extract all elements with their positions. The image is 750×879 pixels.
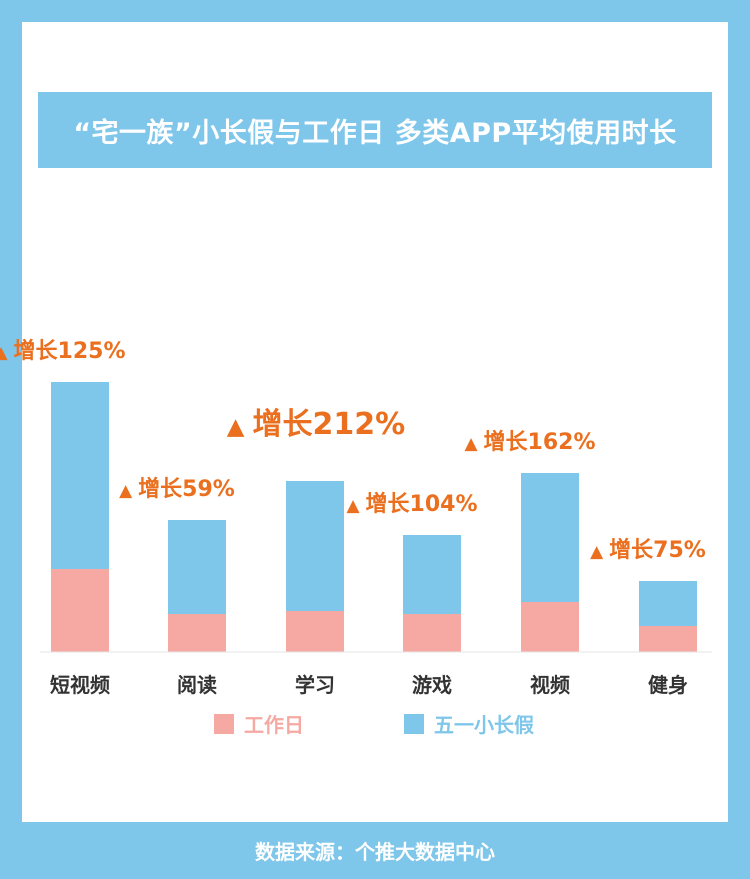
growth-annotation: ▲ 增长59% bbox=[119, 476, 235, 502]
legend-label: 工作日 bbox=[244, 713, 304, 737]
legend-item-workday: 工作日 bbox=[214, 713, 304, 737]
bar-holiday-5 bbox=[639, 581, 697, 626]
growth-annotation: ▲ 增长162% bbox=[465, 429, 596, 455]
bar-workday-0 bbox=[51, 569, 109, 652]
x-tick-label: 健身 bbox=[648, 673, 688, 697]
bar-workday-5 bbox=[639, 626, 697, 652]
bar-holiday-4 bbox=[521, 473, 579, 602]
bar-workday-4 bbox=[521, 602, 579, 652]
bar-workday-3 bbox=[403, 614, 461, 652]
bar-workday-1 bbox=[168, 614, 226, 652]
legend-label: 五一小长假 bbox=[434, 713, 535, 737]
chart-title: “宅一族”小长假与工作日 多类APP平均使用时长 bbox=[73, 117, 677, 149]
bar-holiday-2 bbox=[286, 481, 344, 611]
x-tick-label: 视频 bbox=[530, 673, 570, 697]
legend-swatch bbox=[404, 714, 424, 734]
bar-holiday-1 bbox=[168, 520, 226, 614]
legend-item-holiday: 五一小长假 bbox=[404, 713, 535, 737]
bar-holiday-0 bbox=[51, 382, 109, 569]
growth-annotation: ▲ 增长125% bbox=[0, 338, 125, 364]
growth-annotation: ▲ 增长75% bbox=[590, 537, 706, 563]
growth-annotation: ▲ 增长104% bbox=[347, 491, 478, 517]
growth-annotation: ▲ 增长212% bbox=[227, 407, 405, 442]
legend-swatch bbox=[214, 714, 234, 734]
x-tick-label: 学习 bbox=[295, 673, 335, 697]
x-tick-label: 短视频 bbox=[50, 673, 110, 697]
title-banner: “宅一族”小长假与工作日 多类APP平均使用时长 bbox=[38, 92, 712, 168]
source-note: 数据来源：个推大数据中心 bbox=[255, 840, 495, 864]
x-tick-label: 游戏 bbox=[412, 673, 452, 697]
bar-holiday-3 bbox=[403, 535, 461, 614]
bar-workday-2 bbox=[286, 611, 344, 652]
x-tick-label: 阅读 bbox=[177, 673, 217, 697]
